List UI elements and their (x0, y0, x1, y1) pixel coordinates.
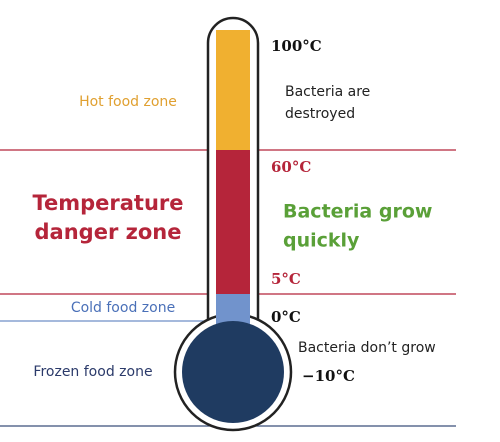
temperature: 60°C (271, 158, 311, 176)
temperature: −10°C (302, 367, 355, 385)
thermometer (173, 16, 293, 432)
note: Bacteria grow (283, 201, 432, 223)
temperature: 100°C (271, 37, 322, 55)
note: Bacteria don’t grow (298, 340, 436, 356)
zone-label: Frozen food zone (33, 364, 152, 380)
danger-fill (216, 150, 250, 294)
zone-label: Cold food zone (71, 300, 175, 316)
note: Bacteria are (285, 84, 370, 100)
zone-label: danger zone (35, 220, 182, 244)
zone-label: Temperature (32, 191, 183, 215)
temperature: 0°C (271, 308, 301, 326)
bulb-fill (182, 321, 284, 423)
note: quickly (283, 230, 360, 252)
zone-label: Hot food zone (79, 94, 177, 110)
hot-fill (216, 30, 250, 150)
note: destroyed (285, 106, 355, 122)
temperature: 5°C (271, 270, 301, 288)
